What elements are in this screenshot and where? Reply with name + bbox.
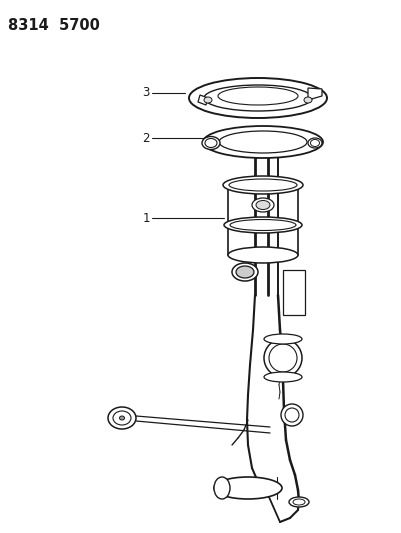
Text: 1: 1 (142, 212, 150, 224)
Ellipse shape (264, 334, 302, 344)
Ellipse shape (304, 97, 312, 103)
Ellipse shape (310, 140, 320, 147)
Ellipse shape (264, 339, 302, 377)
Ellipse shape (308, 138, 322, 148)
Ellipse shape (205, 139, 217, 148)
Polygon shape (283, 270, 305, 315)
Ellipse shape (218, 87, 298, 105)
Text: 2: 2 (142, 132, 150, 144)
Ellipse shape (281, 404, 303, 426)
Ellipse shape (293, 499, 305, 505)
Ellipse shape (204, 85, 312, 111)
Polygon shape (198, 95, 208, 105)
Ellipse shape (264, 372, 302, 382)
Text: 3: 3 (143, 86, 150, 100)
Ellipse shape (229, 179, 297, 191)
Ellipse shape (230, 220, 296, 230)
Ellipse shape (256, 200, 270, 209)
Ellipse shape (203, 126, 323, 158)
Ellipse shape (214, 477, 282, 499)
Ellipse shape (214, 477, 230, 499)
Ellipse shape (236, 266, 254, 278)
Ellipse shape (108, 407, 136, 429)
Ellipse shape (232, 263, 258, 281)
Ellipse shape (119, 416, 124, 420)
Ellipse shape (202, 136, 220, 149)
Ellipse shape (252, 198, 274, 212)
Ellipse shape (224, 217, 302, 233)
Ellipse shape (204, 97, 212, 103)
Ellipse shape (289, 497, 309, 507)
Polygon shape (308, 88, 322, 100)
Ellipse shape (113, 411, 131, 425)
Ellipse shape (189, 78, 327, 118)
Ellipse shape (219, 131, 307, 153)
Ellipse shape (269, 344, 297, 372)
Ellipse shape (223, 176, 303, 194)
Ellipse shape (228, 247, 298, 263)
Text: 8314  5700: 8314 5700 (8, 18, 100, 33)
Ellipse shape (285, 408, 299, 422)
